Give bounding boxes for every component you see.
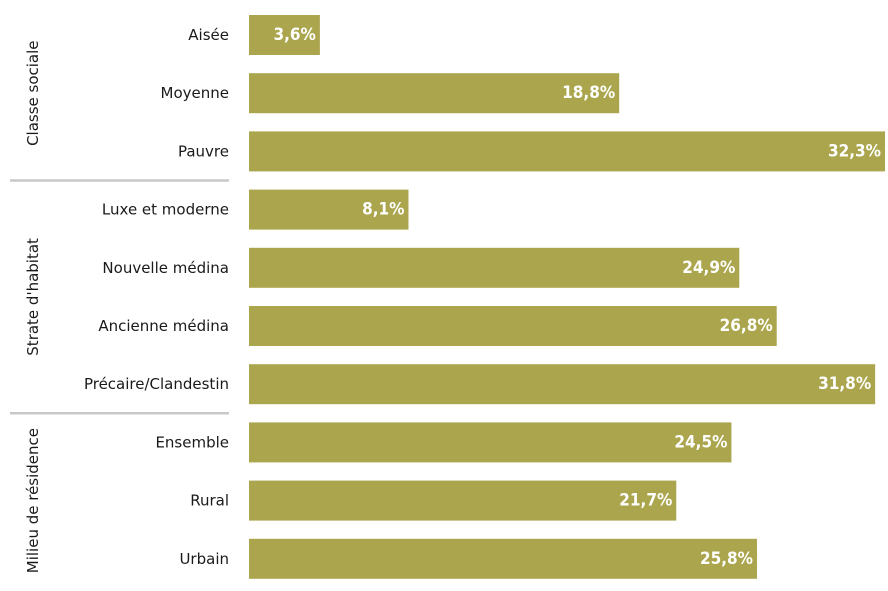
bar-1-2 — [249, 306, 777, 346]
category-label: Précaire/Clandestin — [84, 375, 229, 393]
bar-0-0 — [249, 15, 320, 55]
bar-2-0 — [249, 422, 732, 463]
bar-0-2 — [249, 131, 885, 172]
bar-2-1 — [249, 480, 677, 521]
group-label: Strate d'habitat — [24, 238, 42, 356]
group-label: Milieu de résidence — [24, 428, 42, 573]
category-label: Nouvelle médina — [102, 259, 229, 277]
category-label: Moyenne — [161, 84, 229, 102]
category-label: Ensemble — [155, 433, 229, 451]
value-label: 8,1% — [362, 200, 404, 220]
group-label: Classe sociale — [24, 40, 42, 145]
value-label: 3,6% — [273, 25, 315, 45]
value-label: 32,3% — [828, 141, 881, 161]
bar-1-0 — [249, 189, 409, 230]
bar-1-3 — [249, 364, 876, 405]
bar-2-2 — [249, 538, 758, 579]
value-label: 26,8% — [720, 316, 773, 336]
bar-0-1 — [249, 73, 620, 114]
value-label: 25,8% — [700, 549, 753, 569]
value-label: 24,9% — [682, 258, 735, 278]
bar-1-1 — [249, 247, 740, 288]
value-label: 18,8% — [562, 83, 615, 103]
category-label: Rural — [190, 492, 229, 510]
category-label: Urbain — [179, 550, 229, 568]
value-label: 24,5% — [674, 432, 727, 452]
value-label: 21,7% — [619, 491, 672, 511]
category-label: Aisée — [188, 26, 229, 44]
value-label: 31,8% — [818, 374, 871, 394]
category-label: Ancienne médina — [98, 317, 229, 335]
category-label: Pauvre — [178, 142, 229, 160]
category-label: Luxe et moderne — [102, 201, 229, 219]
